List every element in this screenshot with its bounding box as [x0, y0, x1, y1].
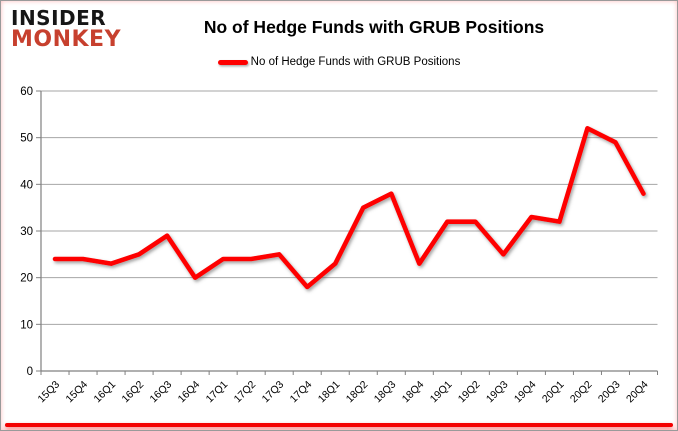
chart-title: No of Hedge Funds with GRUB Positions	[203, 17, 545, 37]
svg-text:19Q4: 19Q4	[512, 379, 539, 406]
logo-text-monkey: MONKEY	[11, 26, 122, 52]
svg-text:30: 30	[20, 226, 33, 238]
svg-text:15Q4: 15Q4	[64, 379, 91, 406]
svg-text:18Q3: 18Q3	[372, 379, 399, 406]
svg-text:20Q3: 20Q3	[596, 379, 623, 406]
svg-text:16Q3: 16Q3	[148, 379, 175, 406]
svg-text:19Q1: 19Q1	[428, 379, 455, 406]
svg-text:20Q2: 20Q2	[568, 379, 595, 406]
svg-text:50: 50	[20, 133, 33, 145]
legend: No of Hedge Funds with GRUB Positions	[1, 56, 677, 68]
svg-text:17Q4: 17Q4	[288, 379, 315, 406]
svg-text:18Q1: 18Q1	[316, 379, 343, 406]
svg-text:17Q3: 17Q3	[260, 379, 287, 406]
svg-text:18Q4: 18Q4	[400, 379, 427, 406]
svg-text:19Q2: 19Q2	[456, 379, 483, 406]
svg-text:19Q3: 19Q3	[484, 379, 511, 406]
bottom-accent-bar	[5, 423, 673, 427]
svg-text:0: 0	[27, 366, 33, 378]
svg-text:16Q2: 16Q2	[120, 379, 147, 406]
insider-monkey-logo: INSIDER MONKEY	[11, 6, 122, 52]
svg-text:40: 40	[20, 179, 33, 191]
svg-text:17Q2: 17Q2	[232, 379, 259, 406]
svg-text:60: 60	[20, 86, 33, 98]
svg-text:16Q1: 16Q1	[92, 379, 119, 406]
svg-text:20Q1: 20Q1	[540, 379, 567, 406]
legend-line-swatch	[217, 59, 248, 65]
svg-text:15Q3: 15Q3	[35, 379, 62, 406]
logo-text-insider: INSIDER	[11, 6, 107, 30]
svg-text:20: 20	[20, 273, 33, 285]
svg-text:17Q1: 17Q1	[204, 379, 231, 406]
svg-text:18Q2: 18Q2	[344, 379, 371, 406]
legend-label: No of Hedge Funds with GRUB Positions	[250, 56, 461, 68]
svg-text:20Q4: 20Q4	[624, 379, 651, 406]
svg-text:10: 10	[20, 319, 33, 331]
svg-text:16Q4: 16Q4	[176, 379, 203, 406]
